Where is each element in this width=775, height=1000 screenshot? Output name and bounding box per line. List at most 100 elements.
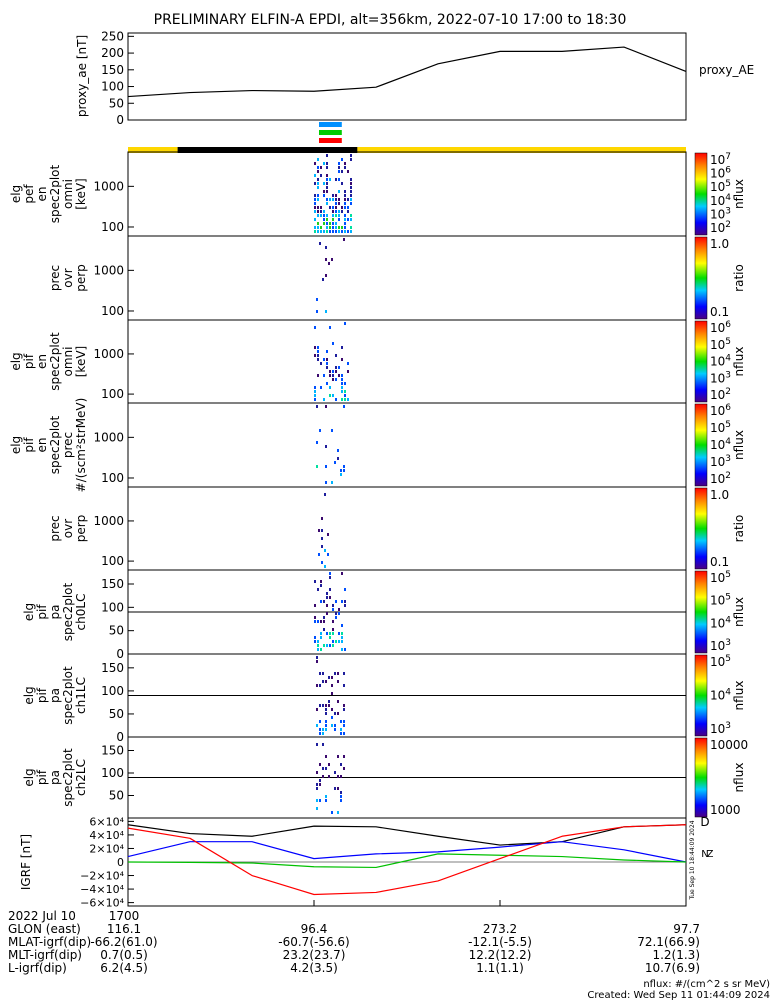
- spec-ytick-label: 100: [101, 766, 124, 780]
- spec-frame: [127, 486, 687, 571]
- spec-ylabel-line: pa: [48, 688, 62, 703]
- spectrogram-pixel: [332, 378, 334, 381]
- spectrogram-pixel: [326, 218, 328, 221]
- spectrogram-pixel: [317, 354, 319, 357]
- spectrogram-pixel: [344, 198, 346, 201]
- spectrogram-pixel: [329, 572, 331, 575]
- colorbar-label: ratio: [732, 515, 746, 543]
- spectrogram-pixel: [325, 724, 327, 727]
- spectrogram-pixel: [329, 576, 331, 579]
- spectrogram-pixel: [320, 210, 322, 213]
- colorbar-label: nflux: [732, 763, 746, 793]
- spectrogram-pixel: [343, 704, 345, 707]
- colorbar-tick-label: 10000: [710, 738, 748, 752]
- spectrogram-pixel: [323, 644, 325, 647]
- spectrogram-pixel: [323, 210, 325, 213]
- spectrogram-pixel: [326, 154, 328, 157]
- spectrogram-pixel: [325, 704, 327, 707]
- spectrogram-pixel: [347, 218, 349, 221]
- spectrogram-pixel: [337, 457, 339, 460]
- colorbar-tick-label: 103: [710, 454, 731, 469]
- spectrogram-pixel: [329, 230, 331, 233]
- spectrogram-pixel: [350, 178, 352, 181]
- spectrogram-pixel: [326, 178, 328, 181]
- spectrogram-pixel: [326, 366, 328, 369]
- units-note: nflux: #/(cm^2 s sr MeV): [643, 979, 770, 990]
- spectrogram-pixel: [343, 708, 345, 711]
- igrf-ytick-label: 2×10⁴: [89, 842, 124, 855]
- spec-ylabel-line: en: [35, 354, 49, 369]
- colorbar-gradient: [694, 654, 708, 737]
- spec-ytick-label: 1000: [93, 347, 124, 361]
- spectrogram-pixel: [320, 584, 322, 587]
- spectrogram-pixel: [347, 206, 349, 209]
- spectrogram-pixel: [343, 684, 345, 687]
- spectrogram-pixel: [338, 612, 340, 615]
- spectrogram-pixel: [321, 537, 323, 540]
- spectrogram-pixel: [314, 194, 316, 197]
- ae-frame: [127, 32, 687, 121]
- science-zone-bar: [319, 138, 342, 143]
- colorbar-tick-label: 0.1: [710, 555, 729, 569]
- colorbar-label: nflux: [732, 347, 746, 377]
- day-night-segment: [177, 147, 358, 153]
- orbit-row-label: MLT-igrf(dip): [8, 948, 82, 962]
- colorbar-tick-label: 106: [710, 403, 731, 418]
- spec-frame: [127, 319, 687, 404]
- spec-ytick-label: 100: [101, 600, 124, 614]
- spectrogram-pixel: [331, 716, 333, 719]
- spec-frame: [127, 235, 687, 321]
- spectrogram-pixel: [341, 182, 343, 185]
- spectrogram-pixel: [317, 178, 319, 181]
- spectrogram-pixel: [329, 206, 331, 209]
- spectrogram-pixel: [322, 680, 324, 683]
- spectrogram-pixel: [338, 218, 340, 221]
- spectrogram-pixel: [341, 230, 343, 233]
- spec-ytick-label: 100: [101, 684, 124, 698]
- spectrogram-pixel: [326, 162, 328, 165]
- spectrogram-pixel: [332, 230, 334, 233]
- colorbar-gradient: [694, 737, 708, 818]
- spectrogram-pixel: [317, 170, 319, 173]
- spectrogram-pixel: [320, 620, 322, 623]
- day-night-segment: [357, 147, 686, 153]
- spectrogram-pixel: [326, 226, 328, 229]
- spectrogram-pixel: [317, 194, 319, 197]
- spectrogram-pixel: [343, 465, 345, 468]
- spec-ytick-label: 0: [116, 730, 124, 744]
- spectrogram-pixel: [338, 166, 340, 169]
- ae-ytick-label: 250: [101, 29, 124, 43]
- spectrogram-pixel: [325, 310, 327, 313]
- spectrogram-pixel: [320, 362, 322, 365]
- spectrogram-pixel: [326, 198, 328, 201]
- colorbar-tick-label: 105: [710, 570, 731, 585]
- spectrogram-pixel: [350, 158, 352, 161]
- orbit-row-value: 1.2(1.3): [652, 948, 700, 962]
- spectrogram-pixel: [325, 708, 327, 711]
- spectrogram-pixel: [319, 242, 321, 245]
- spectrogram-pixel: [338, 190, 340, 193]
- spectrogram-pixel: [320, 166, 322, 169]
- igrf-series-line: [127, 824, 687, 846]
- spectrogram-pixel: [326, 190, 328, 193]
- spec-ytick-label: 50: [109, 789, 124, 803]
- spectrogram-pixel: [314, 604, 316, 607]
- colorbar-label: nflux: [732, 430, 746, 460]
- spectrogram-pixel: [332, 210, 334, 213]
- colorbar-tick-label: 104: [710, 354, 731, 369]
- spec-ylabel-line: omni: [61, 179, 75, 209]
- spectrogram-pixel: [322, 672, 324, 675]
- spectrogram-pixel: [319, 799, 321, 802]
- spectrogram-pixel: [319, 783, 321, 786]
- spectrogram-pixel: [332, 226, 334, 229]
- spectrogram-pixel: [331, 481, 333, 484]
- colorbar-tick-label: 0.1: [710, 305, 729, 319]
- spectrogram-pixel: [325, 405, 327, 408]
- orbit-row-label: 2022 Jul 10: [8, 909, 76, 923]
- spec-ytick-label: 150: [101, 661, 124, 675]
- orbit-row-value: 273.2: [483, 922, 517, 936]
- spectrogram-marks: [314, 154, 352, 814]
- spectrogram-panel-8: 150 100 50 elg pif pa spec2plot ch2LC 10000 1000 n…: [22, 736, 748, 819]
